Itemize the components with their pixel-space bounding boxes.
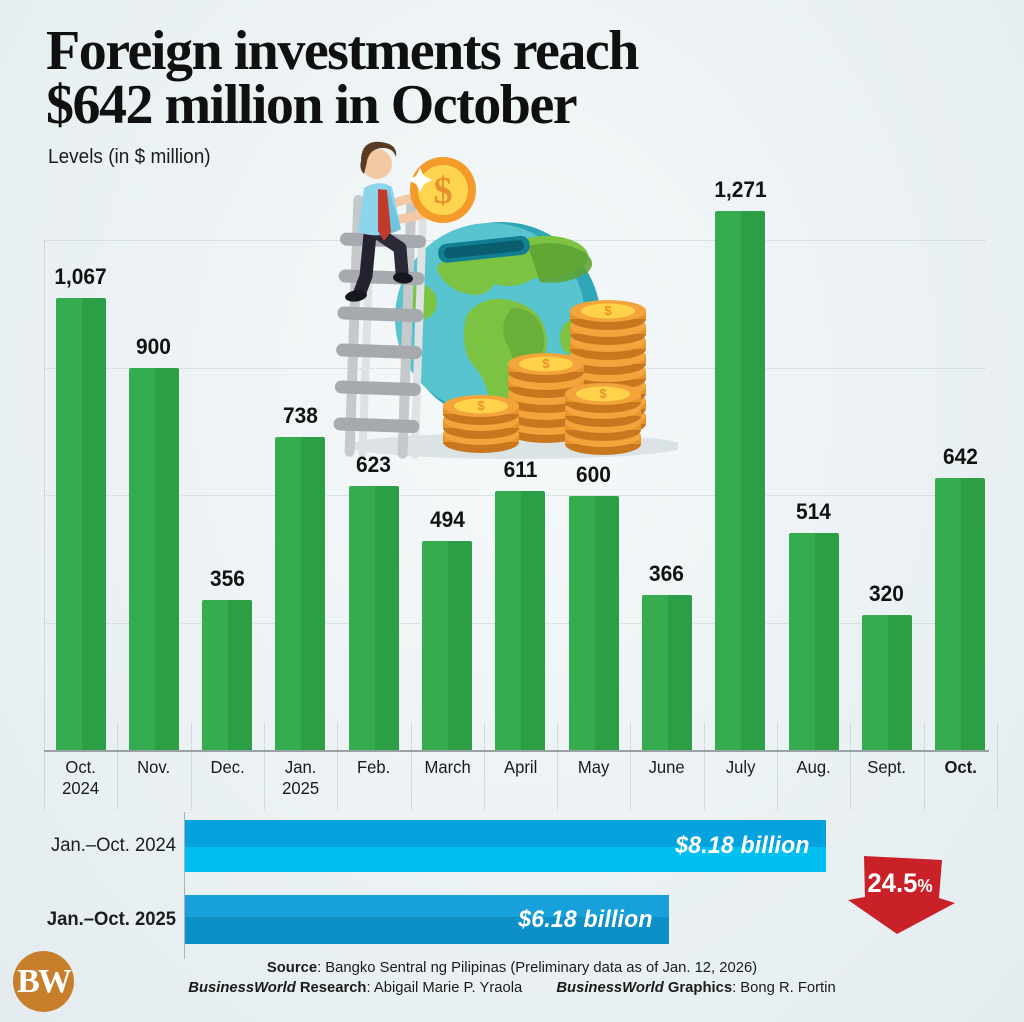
footer-credits: Source: Bangko Sentral ng Pilipinas (Pre… — [0, 958, 1024, 998]
comparison-bar: $6.18 billion — [185, 895, 669, 944]
credits-line: BusinessWorld Research: Abigail Marie P.… — [0, 978, 1024, 998]
bar-value-label: 900 — [136, 334, 172, 359]
bar-value-label: 611 — [503, 457, 538, 482]
decline-percentage: 24.5% — [867, 868, 933, 898]
bar-Oct. — [935, 478, 986, 751]
monthly-bar-plot: 1,067 900 356 738 623 494 611 600 366 1,271 514 320… — [44, 177, 998, 810]
axis-tick — [117, 723, 119, 810]
month-label: April — [503, 757, 538, 777]
month-label: May — [578, 757, 610, 777]
bar-value-label: 1,067 — [54, 264, 107, 289]
bar-May — [568, 496, 619, 751]
decline-arrow-badge: 24.5% — [846, 854, 958, 936]
bar-value-label: 356 — [209, 566, 245, 591]
axis-tick — [410, 723, 412, 810]
bar-Nov. — [128, 368, 179, 751]
bar-Sept. — [861, 615, 912, 751]
month-label: March — [424, 757, 471, 777]
bar-value-label: 514 — [796, 499, 831, 524]
axis-tick — [703, 723, 705, 810]
month-label: Dec. — [210, 757, 245, 777]
bar-Oct. 2024 — [55, 298, 106, 751]
axis-tick — [483, 723, 485, 810]
bar-July — [715, 211, 766, 751]
axis-tick — [777, 723, 778, 810]
comparison-row-label: Jan.–Oct. 2024 — [50, 835, 176, 856]
bar-value-label: 494 — [429, 507, 465, 532]
axis-tick — [630, 723, 632, 810]
month-label: June — [649, 757, 686, 777]
comparison-bar-value: $8.18 billion — [675, 832, 810, 859]
bar-March — [422, 541, 473, 751]
comparison-axis-line — [184, 812, 185, 959]
bar-Jan. 2025 — [275, 437, 326, 751]
svg-text:$: $ — [434, 170, 453, 212]
axis-tick — [337, 723, 339, 810]
bar-value-label: 642 — [942, 444, 978, 469]
graphics-credit: BusinessWorld Graphics: Bong R. Fortin — [556, 980, 836, 996]
bar-Aug. — [788, 533, 839, 751]
bar-Dec. — [202, 600, 253, 751]
businessman-icon — [345, 141, 431, 302]
month-label: Sept. — [867, 757, 907, 777]
page-title: Foreign investments reach $642 million i… — [46, 20, 806, 136]
bar-value-label: 320 — [869, 581, 905, 606]
bar-value-label: 738 — [282, 403, 318, 428]
month-label: Aug. — [796, 757, 831, 777]
bar-value-label: 1,271 — [714, 177, 767, 202]
axis-tick — [850, 723, 852, 810]
comparison-bar-value: $6.18 billion — [518, 905, 653, 933]
bar-June — [641, 595, 692, 751]
month-label: Jan. 2025 — [282, 757, 320, 798]
month-label: Oct. — [944, 757, 977, 777]
globe-piggy-bank-illustration: $ — [333, 141, 678, 460]
bar-April — [495, 491, 546, 751]
bar-value-label: 623 — [356, 452, 392, 477]
month-label: Feb. — [357, 757, 391, 777]
x-axis-line — [44, 750, 989, 752]
month-label: Oct. 2024 — [62, 757, 100, 798]
axis-tick — [190, 723, 192, 810]
research-credit: BusinessWorld Research: Abigail Marie P.… — [188, 980, 523, 996]
source-label: Source — [266, 960, 318, 976]
axis-tick — [996, 723, 998, 810]
bar-value-label: 600 — [576, 462, 612, 487]
comparison-row-label: Jan.–Oct. 2025 — [46, 908, 177, 930]
chart-units-label: Levels (in $ million) — [48, 146, 211, 168]
comparison-bar: $8.18 billion — [185, 820, 826, 872]
bar-Feb. — [348, 486, 399, 751]
axis-tick — [263, 723, 265, 810]
month-label: Nov. — [137, 757, 171, 777]
businessworld-logo: BW — [13, 951, 74, 1012]
axis-tick — [923, 723, 925, 810]
dollar-coin-icon: $ — [408, 157, 476, 223]
source-line: Source: Bangko Sentral ng Pilipinas (Pre… — [266, 960, 758, 976]
down-arrow-icon — [848, 856, 955, 934]
title-line-1: Foreign investments reach — [46, 20, 639, 82]
axis-tick — [44, 240, 45, 810]
month-label: July — [725, 757, 756, 777]
bar-value-label: 366 — [649, 561, 685, 586]
axis-tick — [557, 723, 559, 810]
title-line-2: $642 million in October — [46, 74, 578, 136]
